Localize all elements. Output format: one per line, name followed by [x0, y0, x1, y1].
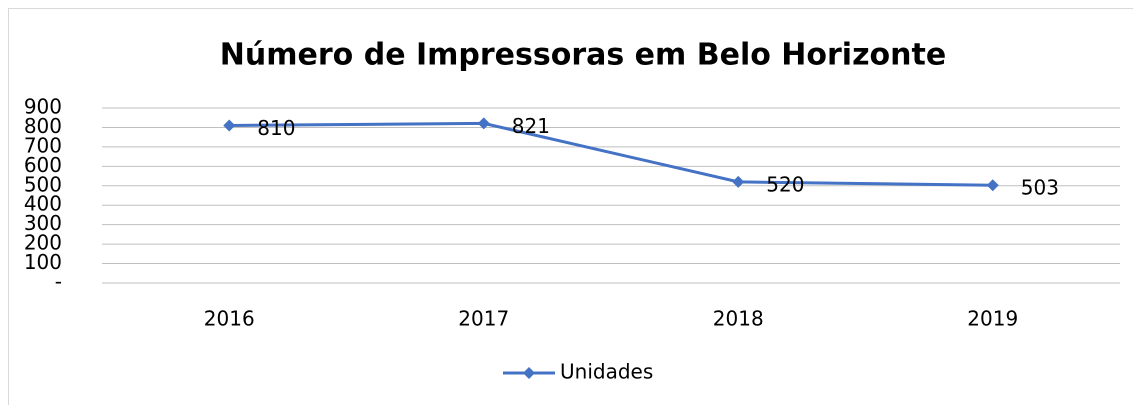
y-tick-label: 400	[24, 192, 62, 216]
series-line	[229, 121, 993, 187]
x-tick-label: 2019	[967, 307, 1018, 331]
y-tick-label: 900	[24, 95, 62, 119]
data-label: 520	[766, 172, 804, 196]
point-marker	[477, 117, 490, 130]
y-tick-label: 300	[24, 211, 62, 235]
data-label: 821	[512, 114, 550, 138]
x-tick-label: 2017	[458, 307, 509, 331]
x-tick-label: 2016	[204, 307, 255, 331]
chart-title: Número de Impressoras em Belo Horizonte	[220, 38, 946, 73]
point-marker	[223, 119, 236, 132]
y-tick-label: 200	[24, 231, 62, 255]
y-tick-label: 100	[24, 250, 62, 274]
y-tick-label: 800	[24, 114, 62, 138]
chart-frame	[8, 8, 1133, 405]
x-tick-label: 2018	[713, 307, 764, 331]
legend-marker	[523, 367, 535, 379]
point-marker	[732, 175, 745, 188]
y-tick-label: 700	[24, 133, 62, 157]
point-marker	[986, 179, 999, 192]
legend-label: Unidades	[560, 360, 653, 384]
y-tick-label: -	[55, 270, 62, 294]
data-label: 503	[1021, 176, 1059, 200]
y-tick-label: 600	[24, 153, 62, 177]
y-tick-label: 500	[24, 172, 62, 196]
data-label: 810	[257, 116, 295, 140]
